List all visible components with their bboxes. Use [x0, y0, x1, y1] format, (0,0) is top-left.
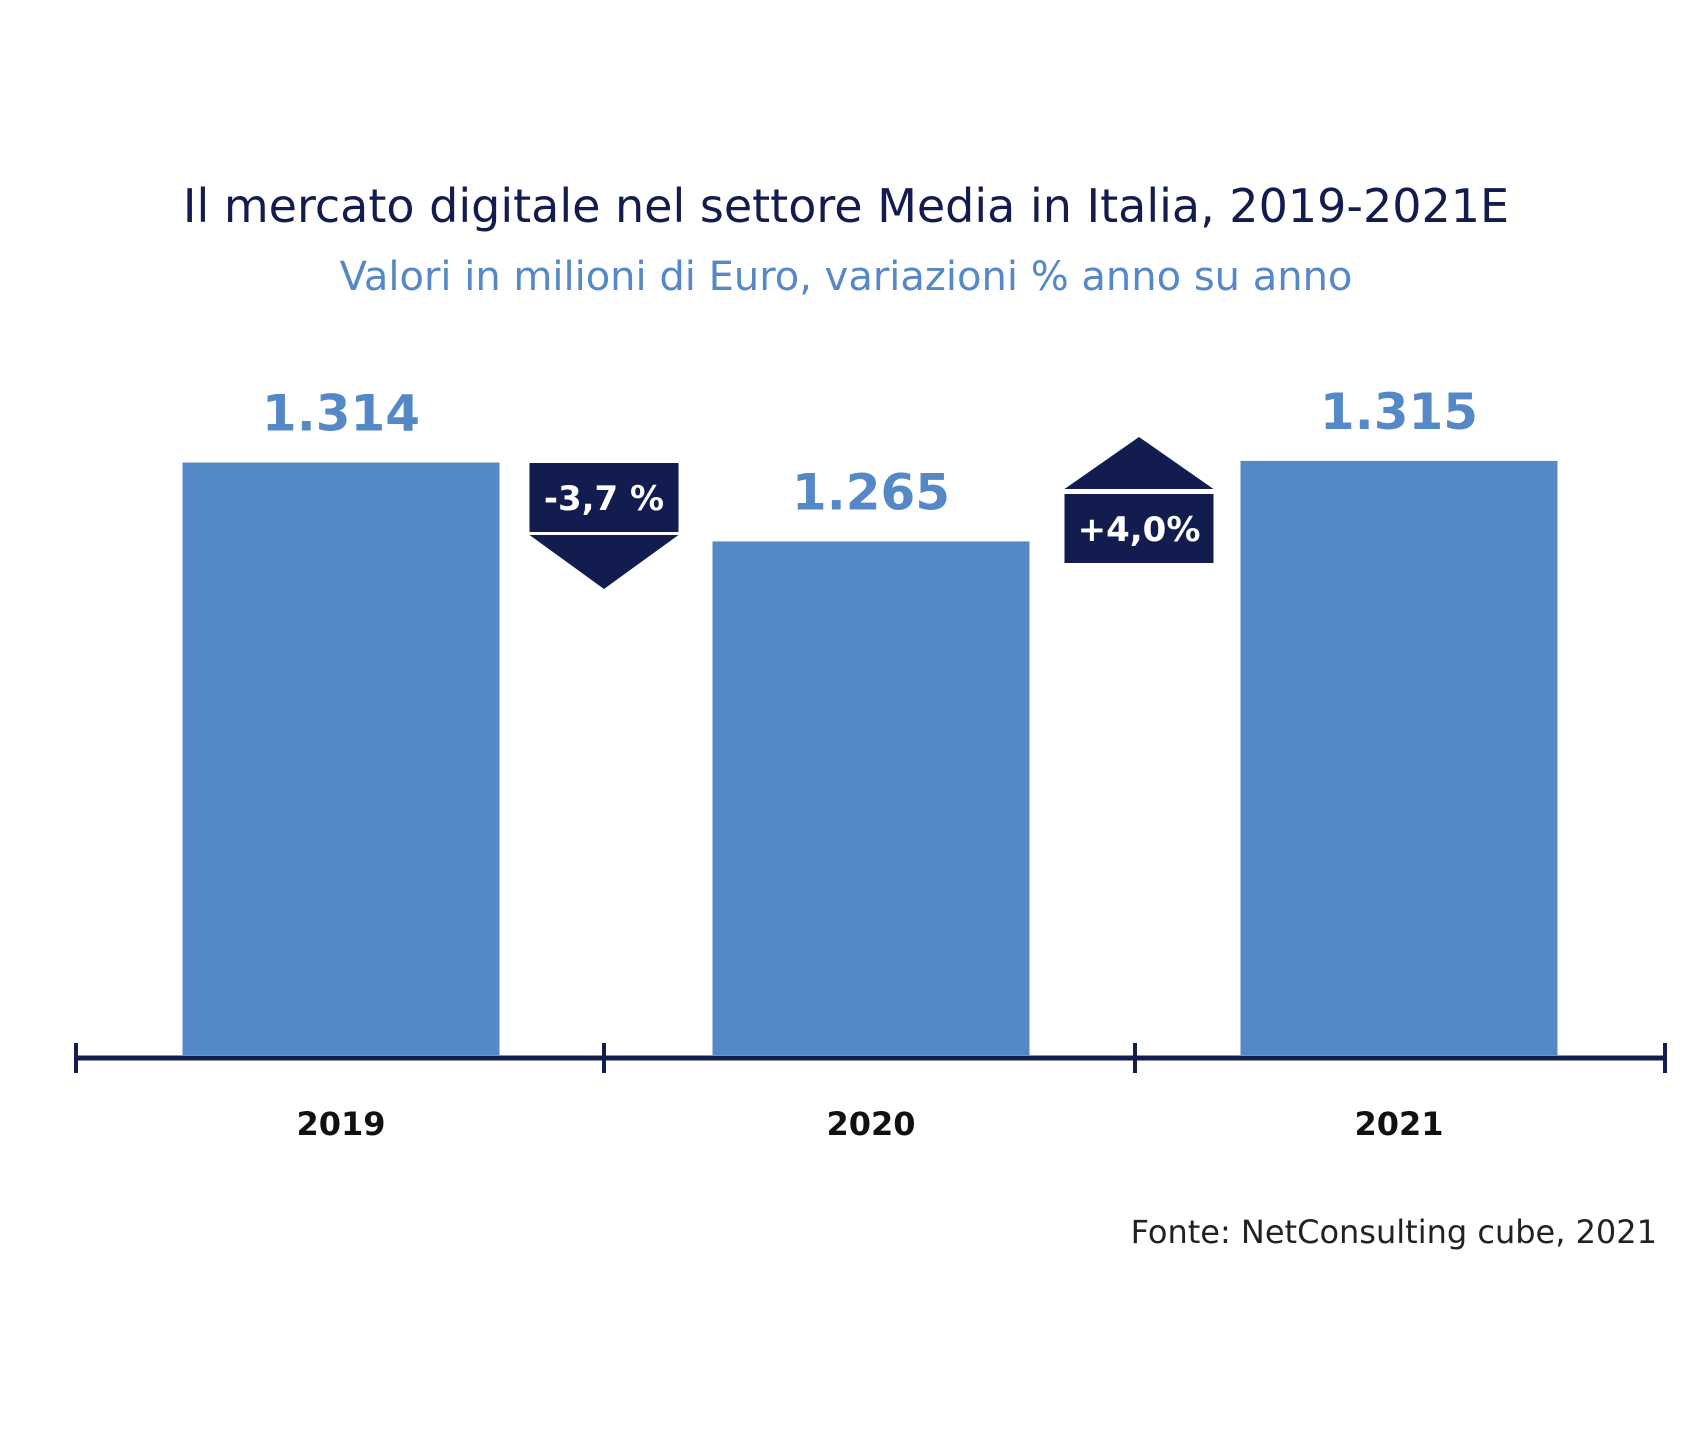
x-tick-label-2021: 2021: [1354, 1105, 1443, 1143]
x-tick-label-2020: 2020: [826, 1105, 915, 1143]
bar-2020: [712, 541, 1030, 1055]
x-axis: 2019 2020 2021: [74, 1043, 1667, 1143]
change-badge-box: [529, 463, 679, 532]
source-note: Fonte: NetConsulting cube, 2021: [1131, 1213, 1657, 1251]
arrow-down-icon: [529, 535, 679, 589]
change-badge-2: +4,0%: [1064, 437, 1214, 563]
value-label-2021: 1.315: [1320, 383, 1478, 441]
bar-2021: [1240, 460, 1558, 1055]
arrow-up-icon: [1064, 437, 1214, 489]
chart-subtitle: Valori in milioni di Euro, variazioni % …: [340, 254, 1353, 300]
bar-2019: [182, 462, 500, 1055]
change-badge-1: -3,7 %: [529, 463, 679, 589]
chart-title: Il mercato digitale nel settore Media in…: [183, 179, 1509, 233]
value-label-2020: 1.265: [792, 463, 950, 521]
change-label: +4,0%: [1078, 510, 1201, 550]
x-tick-label-2019: 2019: [296, 1105, 385, 1143]
change-badge-box: [1064, 494, 1214, 563]
change-label: -3,7 %: [544, 479, 664, 519]
value-label-2019: 1.314: [262, 385, 420, 443]
